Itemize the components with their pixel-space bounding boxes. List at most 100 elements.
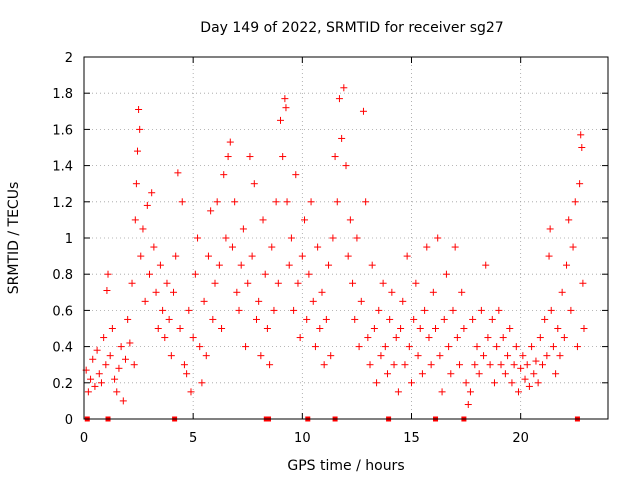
data-point [152,288,160,296]
y-tick-label: 1 [65,232,73,247]
data-point [248,252,256,260]
data-point [401,361,409,369]
data-point [137,252,145,260]
data-point [438,388,446,396]
data-point [119,397,127,405]
data-point [91,382,99,390]
data-point [490,379,498,387]
data-point [342,162,350,170]
data-point [539,361,546,369]
data-point [255,297,263,305]
axis-ticks: 0 5 10 15 20 0 0.2 0.4 0.6 0.8 1 1.2 1.4 1.6 1.8 2 [52,51,608,446]
data-point [525,382,533,390]
data-point [259,216,267,224]
data-point [442,270,450,278]
y-tick-label: 2 [65,51,73,66]
data-point [528,343,536,351]
data-point [322,315,330,323]
data-point [545,252,553,260]
data-point [388,288,396,296]
data-point [187,388,195,396]
data-point [399,297,407,305]
data-point [547,306,555,314]
data-point [290,306,298,314]
chart-title: Day 149 of 2022, SRMTID for receiver sg2… [200,20,503,36]
data-point [482,261,490,269]
data-point [379,279,387,287]
y-tick-label: 0.8 [52,268,73,283]
data-point [172,252,180,260]
data-point [497,361,505,369]
data-point [135,105,143,113]
data-point [571,198,579,206]
data-point [377,352,385,360]
data-point [198,379,206,387]
data-point [578,144,586,151]
data-point [115,364,123,372]
x-tick-label: 10 [294,431,311,446]
data-point [146,270,153,278]
data-point [209,315,217,323]
data-point [423,243,431,251]
data-point [504,352,512,360]
data-point [239,225,247,233]
data-point [366,361,374,369]
data-point [218,325,226,332]
data-point [373,379,381,387]
data-point [189,334,197,342]
data-point [421,306,429,314]
data-point [170,288,178,296]
data-point [471,361,479,369]
data-point [132,180,140,188]
data-point [100,334,108,342]
data-point [495,306,503,314]
y-tick-label: 0.4 [52,341,73,356]
data-point [556,352,564,360]
data-point [185,306,193,314]
data-point [117,343,125,351]
y-tick-label: 1.8 [52,87,73,102]
data-point [161,334,169,342]
data-point [508,379,516,387]
data-point [456,361,464,369]
y-tick-label: 0 [65,413,73,428]
data-point [364,334,372,342]
data-point [233,288,241,296]
data-point [242,343,250,351]
data-point [368,261,376,269]
data-point [174,169,182,177]
data-point [237,261,245,269]
data-point [580,325,588,332]
data-point [305,270,313,278]
data-point [294,279,302,287]
data-point [274,279,282,287]
data-point [359,107,367,115]
data-point [287,234,295,242]
data-point [268,243,276,251]
x-tick-label: 20 [512,431,529,446]
data-points [82,84,588,422]
data-point [231,198,239,206]
data-point [130,361,138,369]
data-point [156,261,164,269]
data-point [154,325,162,332]
data-point [362,198,370,206]
data-point [131,216,139,224]
data-point [418,370,426,378]
data-point [534,379,542,387]
data-point [453,334,461,342]
data-point [128,279,136,287]
data-point [357,297,365,305]
data-point [436,352,444,360]
data-point [307,198,315,206]
data-point [282,104,290,112]
data-point [89,355,97,363]
data-point [228,243,236,251]
data-point [558,288,566,296]
data-point [546,225,554,233]
data-point [309,297,317,305]
data-point [331,153,339,161]
data-point [318,288,326,296]
data-point [226,138,234,146]
